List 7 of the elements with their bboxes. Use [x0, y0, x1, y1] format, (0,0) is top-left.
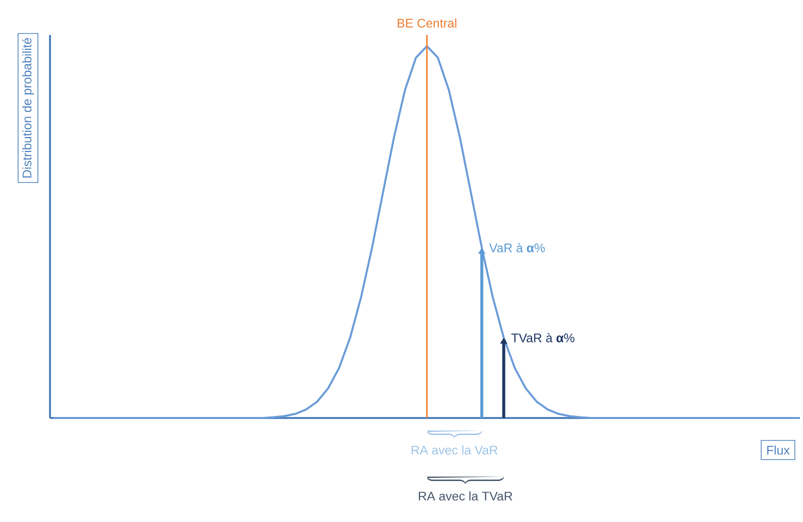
text: RA avec la VaR [412, 445, 498, 455]
x-axis-title: Flux [767, 445, 790, 455]
text: BE Central [398, 18, 456, 28]
text: RA avec la TVaR [418, 491, 512, 501]
annotation: TVaR à α% [511, 333, 574, 342]
annotation: VaR à α% [489, 243, 545, 252]
y-axis-title: Distribution de probabilité [22, 38, 34, 178]
